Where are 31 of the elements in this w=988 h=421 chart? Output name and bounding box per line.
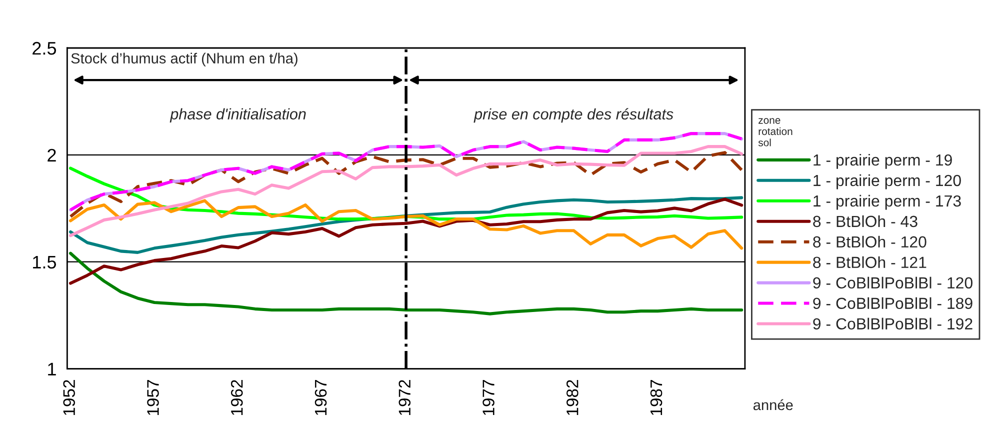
annotation: phase d'initialisation — [170, 108, 306, 122]
x-tick-label: 1977 — [482, 380, 494, 416]
line-series — [69, 145, 744, 238]
legend-label: 8 - BtBlOh - 120 — [813, 236, 926, 248]
x-tick-label: 1982 — [566, 380, 578, 416]
line-series — [69, 132, 744, 212]
x-tick-label: 1957 — [147, 380, 159, 416]
x-axis-title: année — [753, 399, 793, 410]
y-tick-label: 1.5 — [33, 256, 56, 269]
line-series — [69, 151, 744, 218]
legend-label: 9 - CoBlBlPoBlBl - 120 — [813, 276, 972, 289]
legend-label: 1 - prairie perm - 173 — [814, 194, 961, 210]
legend-title: zone rotation sol — [758, 118, 792, 146]
legend-label: 1 - prairie perm - 120 — [814, 174, 961, 190]
annotation: prise en compte des résultats — [474, 108, 674, 123]
x-tick-label: 1967 — [314, 380, 327, 416]
line-series — [69, 252, 744, 316]
x-tick-label: 1962 — [230, 380, 243, 416]
x-tick-label: 1987 — [650, 380, 662, 416]
y-tick-label: 2 — [48, 148, 56, 162]
y-tick-label: 2.5 — [32, 42, 56, 55]
x-tick-label: 1952 — [63, 380, 76, 416]
legend-label: 8 - BtBlOh - 121 — [813, 256, 926, 268]
x-tick-label: 1972 — [398, 380, 411, 416]
legend-label: 9 - CoBlBlPoBlBl - 192 — [813, 318, 972, 330]
legend-label: 9 - CoBlBlPoBlBl - 189 — [813, 297, 972, 310]
legend-label: 1 - prairie perm - 19 — [814, 154, 952, 169]
y-tick-label: 1 — [48, 362, 56, 376]
legend-label: 8 - BtBlOh - 43 — [813, 215, 918, 228]
chart-title: Stock d’humus actif (Nhum en t/ha) — [71, 52, 298, 66]
line-series — [69, 198, 744, 285]
